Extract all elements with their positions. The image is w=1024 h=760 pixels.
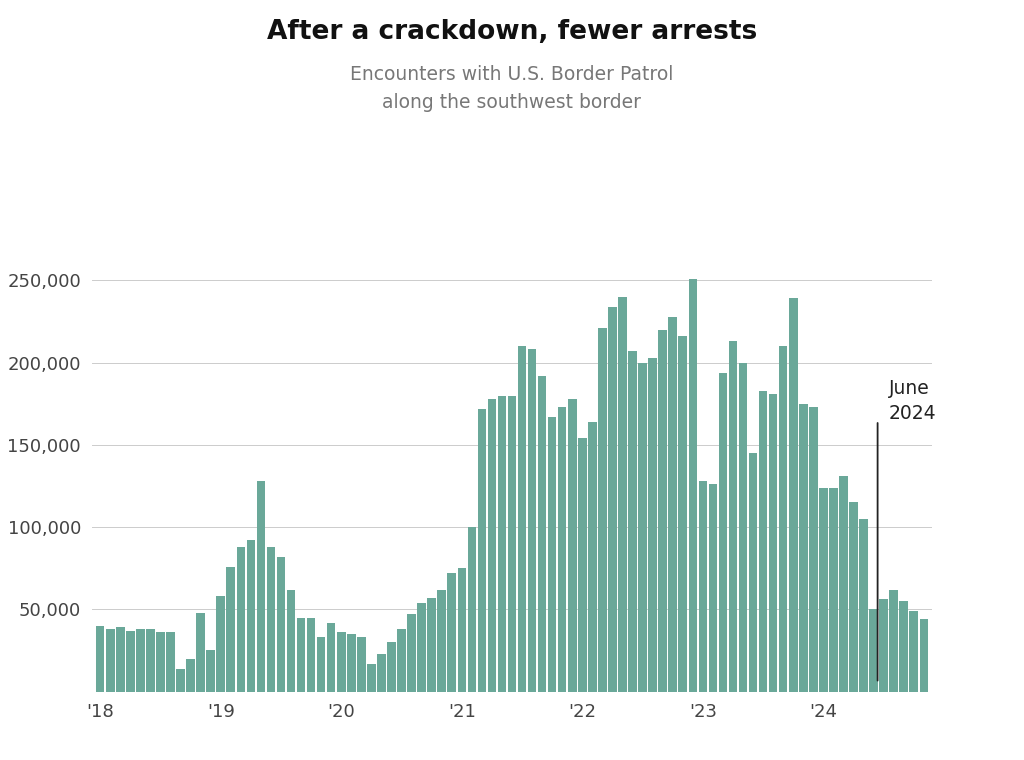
Bar	[146, 629, 155, 692]
Bar	[698, 481, 708, 692]
Bar	[186, 659, 195, 692]
Bar	[618, 297, 627, 692]
Bar	[518, 347, 526, 692]
Bar	[276, 557, 286, 692]
Bar	[709, 484, 717, 692]
Bar	[458, 568, 466, 692]
Bar	[799, 404, 808, 692]
Bar	[347, 634, 355, 692]
Bar	[447, 573, 456, 692]
Bar	[749, 453, 758, 692]
Bar	[96, 625, 104, 692]
Bar	[880, 600, 888, 692]
Bar	[116, 628, 125, 692]
Bar	[157, 632, 165, 692]
Bar	[377, 654, 386, 692]
Bar	[266, 547, 275, 692]
Bar	[307, 618, 315, 692]
Bar	[688, 279, 697, 692]
Bar	[899, 601, 908, 692]
Bar	[437, 590, 446, 692]
Bar	[257, 481, 265, 692]
Bar	[477, 409, 486, 692]
Bar	[869, 610, 878, 692]
Bar	[738, 363, 748, 692]
Bar	[418, 603, 426, 692]
Text: June
2024: June 2024	[889, 379, 936, 423]
Bar	[166, 632, 175, 692]
Bar	[719, 372, 727, 692]
Bar	[920, 619, 928, 692]
Bar	[809, 407, 817, 692]
Bar	[237, 547, 245, 692]
Bar	[527, 350, 537, 692]
Bar	[819, 488, 827, 692]
Bar	[648, 358, 656, 692]
Bar	[840, 476, 848, 692]
Bar	[197, 613, 205, 692]
Bar	[788, 299, 798, 692]
Bar	[779, 347, 787, 692]
Bar	[508, 395, 516, 692]
Bar	[629, 351, 637, 692]
Bar	[207, 651, 215, 692]
Text: After a crackdown, fewer arrests: After a crackdown, fewer arrests	[267, 19, 757, 45]
Bar	[247, 540, 255, 692]
Bar	[669, 317, 677, 692]
Bar	[679, 337, 687, 692]
Bar	[487, 399, 497, 692]
Bar	[397, 629, 406, 692]
Bar	[126, 631, 134, 692]
Bar	[226, 567, 236, 692]
Bar	[558, 407, 566, 692]
Bar	[297, 618, 305, 692]
Bar	[890, 590, 898, 692]
Bar	[548, 417, 556, 692]
Bar	[105, 629, 115, 692]
Bar	[598, 328, 606, 692]
Bar	[216, 596, 225, 692]
Bar	[759, 391, 767, 692]
Bar	[327, 622, 336, 692]
Bar	[849, 502, 858, 692]
Bar	[638, 363, 647, 692]
Bar	[658, 330, 667, 692]
Bar	[538, 375, 547, 692]
Bar	[337, 632, 345, 692]
Bar	[408, 614, 416, 692]
Bar	[468, 527, 476, 692]
Bar	[498, 395, 506, 692]
Bar	[287, 590, 295, 692]
Bar	[578, 439, 587, 692]
Bar	[608, 307, 616, 692]
Bar	[729, 341, 737, 692]
Text: Encounters with U.S. Border Patrol
along the southwest border: Encounters with U.S. Border Patrol along…	[350, 65, 674, 112]
Bar	[859, 519, 867, 692]
Bar	[316, 638, 326, 692]
Bar	[136, 629, 144, 692]
Bar	[588, 422, 597, 692]
Bar	[909, 611, 919, 692]
Bar	[568, 399, 577, 692]
Bar	[368, 663, 376, 692]
Bar	[387, 642, 395, 692]
Bar	[176, 669, 184, 692]
Bar	[769, 394, 777, 692]
Bar	[357, 638, 366, 692]
Bar	[829, 488, 838, 692]
Bar	[427, 598, 436, 692]
